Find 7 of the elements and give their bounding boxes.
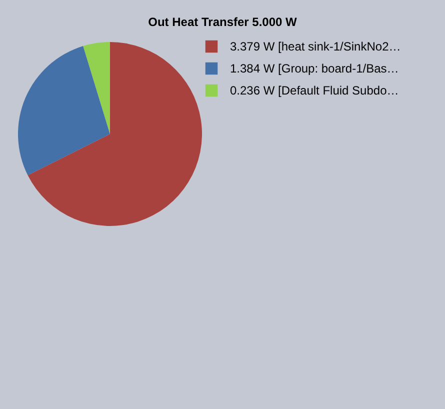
pie-slice (28, 42, 202, 226)
legend-label: 1.384 W [Group: board-1/Bas… (230, 62, 399, 76)
chart-title: Out Heat Transfer 5.000 W (148, 15, 298, 29)
legend-label: 3.379 W [heat sink-1/SinkNo2… (230, 40, 401, 54)
pie-slice (83, 42, 110, 134)
legend-label: 0.236 W [Default Fluid Subdo… (230, 84, 399, 98)
pie-slice (18, 46, 110, 176)
